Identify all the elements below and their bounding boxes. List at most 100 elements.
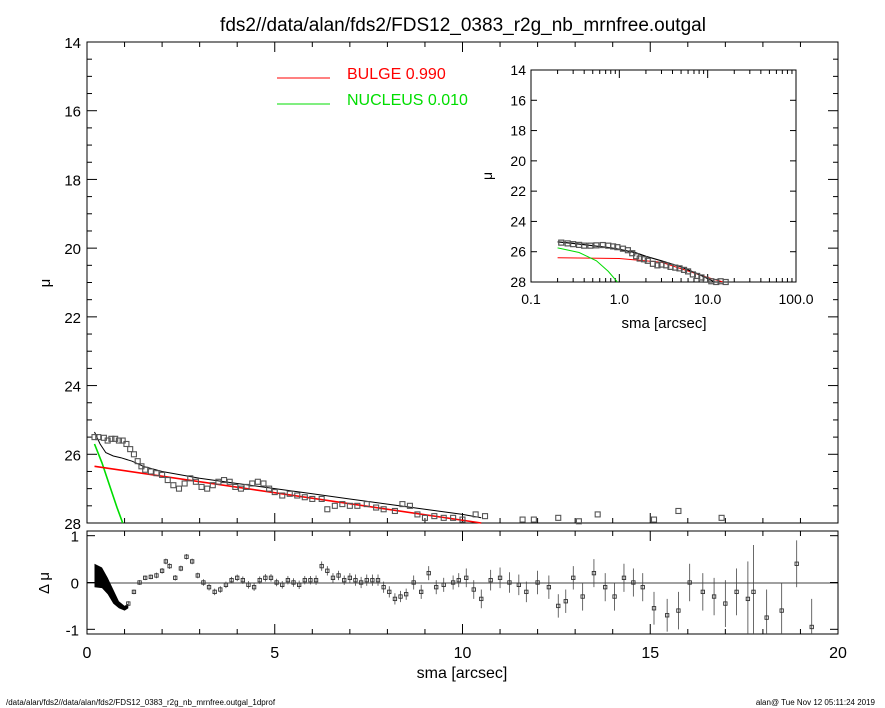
main-data-point	[260, 480, 267, 487]
inset-data-point	[570, 241, 577, 248]
residual-data-point	[280, 582, 285, 587]
residual-data-point	[556, 603, 561, 609]
inset-data-point	[654, 262, 661, 269]
residual-data-point	[143, 575, 148, 580]
inset-plot-frame	[530, 69, 797, 283]
residual-data-point	[723, 601, 728, 606]
residual-data-point	[223, 582, 229, 587]
residual-data-point	[809, 624, 814, 630]
main-data-point	[237, 485, 245, 492]
residual-data-point	[364, 578, 369, 583]
residual-data-point	[700, 589, 705, 595]
main-data-point	[380, 506, 387, 513]
chart-title: fds2//data/alan/fds2/FDS12_0383_r2g_nb_m…	[220, 15, 706, 36]
inset-ylabel: μ	[479, 172, 495, 180]
residual-data-point	[571, 575, 576, 580]
residual-data-point	[167, 563, 172, 569]
residual-xtick-label: 15	[641, 645, 659, 662]
main-data-point	[198, 483, 205, 490]
main-data-point	[354, 502, 361, 509]
main-data-point	[119, 437, 126, 444]
inset-data-point	[587, 242, 594, 249]
residual-data-point	[664, 613, 670, 618]
residual-data-point	[591, 570, 597, 576]
residual-data-point	[546, 585, 552, 590]
inset-data-point	[636, 255, 643, 262]
main-data-point	[421, 514, 429, 521]
main-data-point	[221, 477, 228, 484]
residual-data-point	[488, 578, 493, 583]
main-data-point	[181, 480, 188, 487]
main-data-point	[209, 482, 216, 489]
residual-data-point	[251, 585, 257, 590]
residual-data-point	[535, 580, 540, 585]
main-data-point	[147, 468, 154, 475]
main-data-point	[414, 511, 421, 518]
residual-data-point	[450, 580, 456, 585]
residual-xtick-label: 20	[829, 645, 847, 662]
main-data-point	[134, 458, 141, 465]
main-data-point	[254, 478, 261, 485]
residual-data-point	[751, 589, 756, 595]
main-data-point	[192, 478, 199, 485]
inset-ytick-label: 14	[510, 62, 526, 78]
main-data-point	[115, 437, 122, 444]
main-ytick-label: 24	[64, 379, 81, 396]
inset-background	[531, 70, 796, 282]
residual-data-point	[370, 578, 375, 583]
residual-data-point	[131, 589, 137, 595]
main-data-point	[91, 434, 98, 441]
residual-data-point	[235, 575, 240, 580]
main-data-point	[519, 516, 526, 523]
inset-panel: 14 16 18 20 22 24 26 280.1 1.0 10.0 100.0 μ sma [a…	[479, 62, 814, 332]
residual-data-point	[745, 596, 751, 602]
main-data-point	[138, 463, 145, 470]
residual-data-point	[229, 578, 234, 583]
main-data-point	[271, 489, 278, 496]
main-data-point	[170, 482, 177, 489]
residual-data-point	[154, 573, 159, 578]
main-data-point	[309, 495, 316, 503]
main-data-point	[243, 483, 250, 490]
main-data-point	[450, 514, 457, 521]
main-data-point	[112, 435, 119, 442]
residual-data-point	[603, 585, 608, 590]
residual-data-point	[411, 580, 416, 585]
residual-data-point	[285, 578, 291, 583]
residual-data-point	[456, 578, 461, 583]
inset-ytick-label: 26	[510, 244, 526, 260]
legend: BULGE 0.990 NUCLEUS 0.010	[277, 66, 468, 109]
residual-data-point	[308, 578, 313, 583]
inset-xlabel: sma [arcsec]	[621, 315, 706, 332]
residual-data-point	[516, 582, 521, 587]
residual-ytick-label: -1	[66, 622, 79, 639]
main-data-point	[130, 451, 137, 458]
residual-data-point	[126, 601, 131, 606]
inset-ytick-label: 22	[510, 183, 526, 199]
main-ytick-label: 20	[64, 241, 81, 258]
residual-data-point	[479, 596, 484, 602]
main-data-point	[215, 478, 222, 485]
residual-data-point	[240, 578, 245, 583]
main-data-point	[249, 480, 256, 487]
inset-ytick-label: 28	[510, 274, 526, 290]
residual-data-point	[471, 587, 476, 592]
main-nucleus-curve	[93, 443, 124, 524]
residual-data-point	[325, 568, 330, 573]
inset-data-point	[680, 266, 688, 273]
main-data-point	[472, 511, 479, 518]
main-data-point	[294, 492, 301, 499]
main-ytick-label: 26	[64, 447, 81, 464]
residual-data-point	[631, 580, 636, 585]
main-ytick-label: 14	[64, 35, 81, 52]
main-data-point	[481, 513, 489, 520]
inset-data-point	[702, 276, 709, 283]
main-data-point	[555, 514, 562, 521]
main-data-point	[142, 466, 149, 473]
main-panel: 14 16 18 20 22 24 26 28 μ BULGE 0.990 NUCLEUS 0…	[37, 35, 839, 533]
inset-xtick-label: 1.0	[610, 291, 630, 307]
inset-data-point	[694, 272, 701, 280]
inset-ytick-label: 20	[510, 153, 526, 169]
residual-data-point	[342, 578, 347, 583]
